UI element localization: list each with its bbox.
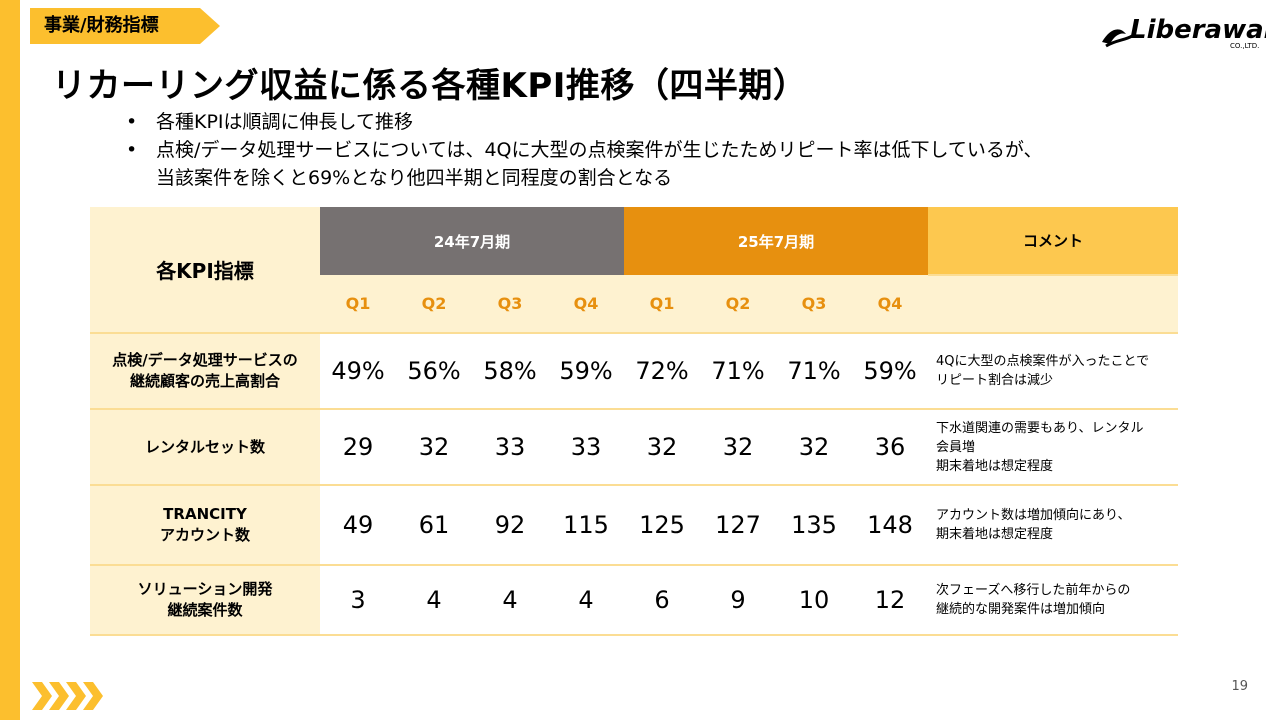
- bullet-list: 各種KPIは順調に伸長して推移 点検/データ処理サービスについては、4Qに大型の…: [126, 108, 1206, 192]
- quarter-header: Q1: [624, 275, 700, 334]
- kpi-table: 各KPI指標 24年7月期 25年7月期 コメント Q1 Q2 Q3 Q4 Q1…: [90, 207, 1178, 636]
- value-cell: 49%: [320, 333, 396, 410]
- comment-subheader-blank: [928, 275, 1178, 334]
- row-label: レンタルセット数: [90, 409, 320, 486]
- bullet-item: 各種KPIは順調に伸長して推移: [126, 108, 1206, 136]
- section-tag: 事業/財務指標: [30, 8, 220, 44]
- value-cell: 32: [700, 409, 776, 486]
- period-24-header: 24年7月期: [320, 207, 624, 275]
- value-cell: 71%: [776, 333, 852, 410]
- value-cell: 125: [624, 485, 700, 566]
- value-cell: 72%: [624, 333, 700, 410]
- value-cell: 148: [852, 485, 928, 566]
- page-title: リカーリング収益に係る各種KPI推移（四半期）: [52, 66, 808, 106]
- value-cell: 6: [624, 565, 700, 636]
- logo-wordmark: Liberaware: [1130, 15, 1266, 45]
- chevron-arrows-icon: [32, 682, 103, 710]
- comment-cell: アカウント数は増加傾向にあり、 期末着地は想定程度: [928, 485, 1178, 566]
- value-cell: 32: [624, 409, 700, 486]
- value-cell: 115: [548, 485, 624, 566]
- row-label: 点検/データ処理サービスの 継続顧客の売上高割合: [90, 333, 320, 410]
- table-row: レンタルセット数 29 32 33 33 32 32 32 36 下水道関連の需…: [90, 409, 1178, 486]
- quarter-header: Q4: [852, 275, 928, 334]
- value-cell: 56%: [396, 333, 472, 410]
- value-cell: 32: [776, 409, 852, 486]
- row-label: ソリューション開発 継続案件数: [90, 565, 320, 636]
- comment-cell: 4Qに大型の点検案件が入ったことで リピート割合は減少: [928, 333, 1178, 410]
- quarter-header: Q3: [472, 275, 548, 334]
- value-cell: 3: [320, 565, 396, 636]
- value-cell: 29: [320, 409, 396, 486]
- value-cell: 12: [852, 565, 928, 636]
- quarter-header: Q2: [700, 275, 776, 334]
- table-row: TRANCITY アカウント数 49 61 92 115 125 127 135…: [90, 485, 1178, 566]
- logo-swoosh-icon: [1102, 29, 1126, 44]
- value-cell: 33: [472, 409, 548, 486]
- left-accent-bar: [0, 0, 20, 720]
- page-number: 19: [1231, 679, 1248, 694]
- value-cell: 4: [396, 565, 472, 636]
- value-cell: 49: [320, 485, 396, 566]
- quarter-header: Q4: [548, 275, 624, 334]
- value-cell: 58%: [472, 333, 548, 410]
- quarter-header: Q2: [396, 275, 472, 334]
- quarter-header: Q1: [320, 275, 396, 334]
- value-cell: 4: [472, 565, 548, 636]
- value-cell: 32: [396, 409, 472, 486]
- value-cell: 36: [852, 409, 928, 486]
- value-cell: 59%: [548, 333, 624, 410]
- quarter-header: Q3: [776, 275, 852, 334]
- value-cell: 10: [776, 565, 852, 636]
- value-cell: 59%: [852, 333, 928, 410]
- table-row: 点検/データ処理サービスの 継続顧客の売上高割合 49% 56% 58% 59%…: [90, 333, 1178, 410]
- row-label: TRANCITY アカウント数: [90, 485, 320, 566]
- value-cell: 135: [776, 485, 852, 566]
- value-cell: 4: [548, 565, 624, 636]
- value-cell: 9: [700, 565, 776, 636]
- period-25-header: 25年7月期: [624, 207, 928, 275]
- value-cell: 61: [396, 485, 472, 566]
- kpi-header: 各KPI指標: [90, 207, 320, 334]
- value-cell: 71%: [700, 333, 776, 410]
- comment-header: コメント: [928, 207, 1178, 276]
- logo-sub: CO.,LTD.: [1230, 42, 1259, 50]
- table-row: ソリューション開発 継続案件数 3 4 4 4 6 9 10 12 次フェーズへ…: [90, 565, 1178, 636]
- comment-cell: 下水道関連の需要もあり、レンタル 会員増 期末着地は想定程度: [928, 409, 1178, 486]
- value-cell: 33: [548, 409, 624, 486]
- comment-cell: 次フェーズへ移行した前年からの 継続的な開発案件は増加傾向: [928, 565, 1178, 636]
- liberaware-logo: Liberaware CO.,LTD.: [1102, 15, 1266, 50]
- value-cell: 92: [472, 485, 548, 566]
- bullet-item: 点検/データ処理サービスについては、4Qに大型の点検案件が生じたためリピート率は…: [126, 136, 1206, 164]
- value-cell: 127: [700, 485, 776, 566]
- bullet-item-continuation: 当該案件を除くと69%となり他四半期と同程度の割合となる: [156, 167, 673, 189]
